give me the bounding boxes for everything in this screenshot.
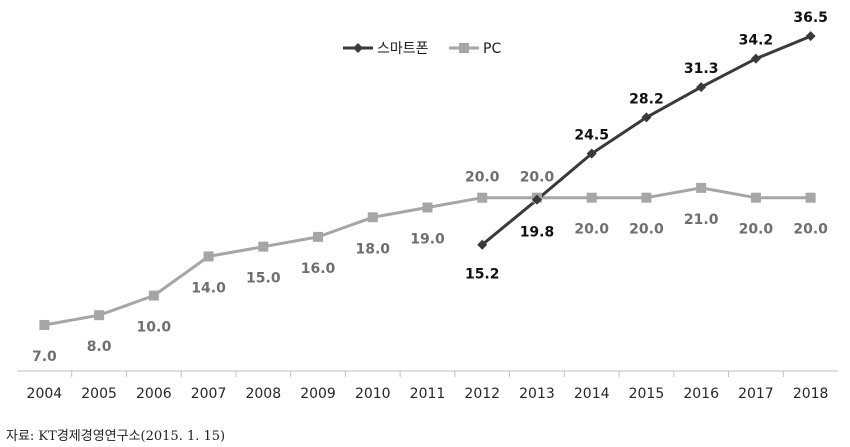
x-axis-tick-label: 2005 bbox=[81, 386, 117, 402]
data-point-pc bbox=[148, 290, 159, 301]
x-axis-tick-label: 2010 bbox=[355, 386, 391, 402]
data-label-pc: 18.0 bbox=[355, 241, 390, 257]
data-point-pc bbox=[39, 319, 50, 330]
x-axis-tick-label: 2007 bbox=[191, 386, 227, 402]
data-label-pc: 20.0 bbox=[629, 222, 664, 238]
data-point-pc bbox=[696, 182, 707, 193]
data-label-smartphone: 31.3 bbox=[684, 61, 719, 77]
data-label-pc: 10.0 bbox=[137, 320, 172, 336]
data-point-pc bbox=[750, 192, 761, 203]
data-point-pc bbox=[367, 212, 378, 223]
data-label-smartphone: 28.2 bbox=[629, 91, 664, 107]
data-label-smartphone: 36.5 bbox=[793, 10, 828, 26]
data-point-smartphone bbox=[641, 112, 652, 123]
chart-legend: 스마트폰 PC bbox=[343, 41, 501, 57]
data-label-smartphone: 19.8 bbox=[520, 225, 555, 241]
x-axis-tick-label: 2013 bbox=[519, 386, 555, 402]
data-label-pc: 20.0 bbox=[739, 222, 774, 238]
legend-label-pc: PC bbox=[483, 41, 501, 57]
data-point-smartphone bbox=[477, 239, 488, 250]
data-point-pc bbox=[805, 192, 816, 203]
x-axis-tick-label: 2012 bbox=[464, 386, 500, 402]
data-label-pc: 8.0 bbox=[87, 339, 112, 355]
data-point-smartphone bbox=[696, 82, 707, 93]
data-label-smartphone: 15.2 bbox=[465, 267, 500, 283]
legend-marker-pc-icon bbox=[459, 43, 469, 53]
series-line-smartphone bbox=[481, 34, 812, 246]
data-point-smartphone bbox=[531, 194, 542, 205]
data-label-pc: 21.0 bbox=[684, 212, 719, 228]
x-axis-tick-label: 2018 bbox=[793, 386, 829, 402]
data-label-pc: 20.0 bbox=[793, 222, 828, 238]
x-axis-tick-label: 2004 bbox=[27, 386, 63, 402]
x-axis-tick-label: 2006 bbox=[136, 386, 172, 402]
x-axis-tick-label: 2008 bbox=[245, 386, 281, 402]
x-axis-tick-label: 2016 bbox=[683, 386, 719, 402]
data-point-pc bbox=[313, 231, 324, 242]
data-point-smartphone bbox=[750, 53, 761, 64]
data-label-pc: 14.0 bbox=[191, 280, 226, 296]
data-label-pc: 20.0 bbox=[574, 222, 609, 238]
x-axis-tick-label: 2015 bbox=[629, 386, 665, 402]
data-point-pc bbox=[586, 192, 597, 203]
x-axis-tick-label: 2017 bbox=[738, 386, 774, 402]
data-label-pc: 7.0 bbox=[32, 349, 57, 365]
data-point-pc bbox=[203, 251, 214, 262]
data-point-pc bbox=[641, 192, 652, 203]
data-label-smartphone: 24.5 bbox=[574, 128, 609, 144]
data-label-pc: 15.0 bbox=[246, 271, 281, 287]
data-point-pc bbox=[94, 310, 105, 321]
data-label-pc: 20.0 bbox=[465, 170, 500, 186]
data-label-pc: 20.0 bbox=[520, 170, 555, 186]
data-point-pc bbox=[422, 202, 433, 213]
x-axis-tick-label: 2014 bbox=[574, 386, 610, 402]
x-axis-tick-label: 2011 bbox=[410, 386, 446, 402]
legend-marker-smartphone-icon bbox=[353, 43, 363, 53]
data-point-smartphone bbox=[805, 31, 816, 42]
source-note: 자료: KT경제경영연구소(2015. 1. 15) bbox=[6, 429, 226, 444]
data-label-pc: 19.0 bbox=[410, 231, 445, 247]
data-point-smartphone bbox=[586, 148, 597, 159]
data-point-pc bbox=[477, 192, 488, 203]
legend-label-smartphone: 스마트폰 bbox=[377, 41, 429, 57]
x-axis-tick-label: 2009 bbox=[300, 386, 336, 402]
data-label-pc: 16.0 bbox=[301, 261, 336, 277]
data-label-smartphone: 34.2 bbox=[739, 33, 774, 49]
data-point-pc bbox=[258, 241, 269, 252]
